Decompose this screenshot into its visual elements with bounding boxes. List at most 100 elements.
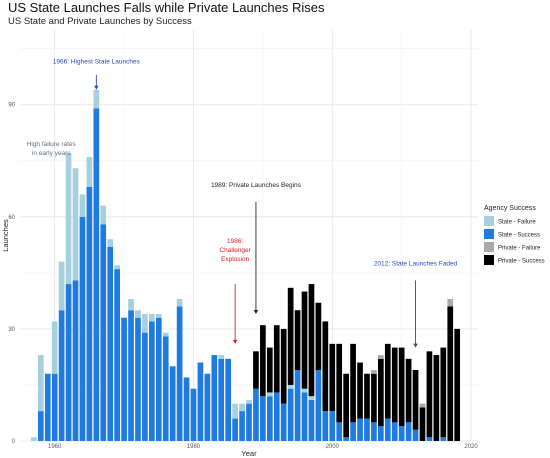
bar-2003-state-success (350, 422, 356, 441)
bar-1998-private-success (315, 302, 322, 371)
bar-2006-state-success (371, 422, 377, 441)
annotation-arrow-head (253, 309, 259, 314)
bar-1973-state-failure (142, 313, 148, 333)
bar-2000-state-success (329, 411, 336, 441)
bar-2013-private-failure (419, 403, 426, 408)
x-tick-label: 1960 (48, 444, 62, 450)
bar-2007-state-success (378, 426, 384, 441)
bar-1989-state-success (253, 388, 259, 441)
legend-label: State - Success (498, 233, 540, 239)
bar-1958-state-failure (37, 355, 44, 412)
bar-1975-state-success (155, 317, 162, 441)
bar-1986-state-failure (232, 403, 238, 419)
bar-2010-private-success (398, 347, 405, 427)
bar-1985-state-success (225, 358, 232, 441)
bar-2006-private-success (371, 373, 377, 423)
bar-2011-state-success (405, 422, 412, 441)
bar-1967-state-failure (100, 205, 107, 225)
bar-2005-state-success (364, 418, 370, 441)
bar-1994-state-success (287, 388, 294, 441)
bar-1997-state-success (308, 399, 315, 441)
bar-1983-state-success (211, 355, 218, 441)
bar-1996-state-success (301, 392, 308, 441)
bar-1984-state-failure (218, 355, 225, 359)
bar-2017-private-success (447, 306, 454, 441)
bar-2012-state-success (412, 429, 419, 441)
bar-2010-state-success (398, 426, 405, 441)
chart-subtitle: US State and Private Launches by Success (8, 16, 192, 27)
bar-1961-state-failure (58, 261, 65, 311)
y-tick-label: 90 (8, 103, 15, 109)
bar-1966-state-success (93, 108, 100, 442)
bar-1960-state-success (51, 373, 58, 441)
bar-2004-state-success (357, 418, 363, 441)
bar-1973-state-success (142, 332, 148, 441)
bar-2015-private-success (433, 355, 440, 441)
bar-2013-private-success (419, 407, 426, 441)
annotation-text: 2012: State Launches Faded (374, 260, 458, 267)
bar-1997-state-failure (308, 396, 315, 400)
legend-label: State - Failure (498, 220, 536, 226)
bar-1967-state-success (100, 224, 107, 441)
bar-1993-private-success (280, 328, 287, 404)
x-tick-label: 1980 (187, 444, 201, 450)
bar-1958-state-success (37, 411, 44, 441)
bar-1998-state-success (315, 370, 322, 441)
bar-1965-state-success (86, 186, 93, 441)
bar-1999-private-success (322, 321, 329, 412)
legend: Agency Success State - Failure State - Suc… (484, 205, 545, 265)
bar-1969-state-failure (114, 265, 120, 270)
bar-1960-state-failure (51, 321, 58, 374)
bar-1987-state-success (239, 411, 245, 441)
bar-1961-state-success (58, 310, 65, 441)
bar-2001-private-success (336, 343, 343, 423)
bar-1986-state-success (232, 418, 238, 441)
bar-1989-private-success (253, 351, 259, 389)
bar-1996-private-success (301, 291, 308, 389)
bar-2017-private-failure (447, 299, 454, 307)
legend-label: Private - Success (498, 259, 545, 265)
bar-2014-private-success (426, 351, 433, 438)
bar-1981-state-success (197, 362, 204, 441)
annotation-text: 1966: Highest State Launches (53, 59, 141, 66)
bar-1984-state-success (218, 358, 225, 441)
bar-1979-state-success (183, 377, 190, 441)
bar-1993-state-success (280, 403, 287, 441)
bar-1978-state-failure (176, 299, 183, 307)
bar-1962-state-success (65, 284, 72, 441)
bar-1994-state-failure (287, 384, 294, 389)
bar-1975-state-failure (155, 313, 162, 318)
bar-2001-state-success (336, 422, 343, 441)
bar-2002-private-success (343, 373, 349, 438)
bar-1991-state-failure (266, 392, 273, 397)
bar-2005-private-success (364, 373, 370, 419)
y-tick-label: 0 (12, 439, 16, 445)
legend-swatch (484, 216, 494, 226)
y-axis-label: Launches (1, 219, 10, 252)
bar-1982-state-success (204, 373, 211, 441)
bar-1964-state-success (79, 216, 86, 441)
bar-1964-state-failure (79, 194, 86, 217)
bar-2016-private-success (440, 347, 447, 438)
bar-1992-state-success (273, 392, 280, 441)
bar-1971-state-failure (128, 299, 134, 311)
bar-1957-state-failure (31, 437, 37, 441)
bar-1977-state-success (169, 366, 176, 441)
bar-2009-private-success (391, 347, 398, 423)
chart-title: US State Launches Falls while Private La… (8, 0, 325, 15)
axes: 1960 1980 2000 2020 0 30 60 90 Year Launches (1, 103, 478, 458)
bar-1980-state-success (190, 388, 197, 441)
bar-2009-state-success (391, 422, 398, 441)
legend-swatch (484, 229, 494, 239)
annotation-arrow-head (94, 85, 99, 90)
bar-1962-state-failure (65, 153, 72, 285)
legend-title: Agency Success (484, 205, 536, 212)
bar-1990-state-success (260, 396, 266, 441)
bar-1997-private-success (308, 284, 315, 397)
x-axis-label: Year (241, 449, 257, 458)
bar-1965-state-failure (86, 157, 93, 187)
bar-1966-state-failure (93, 89, 100, 109)
annotation-arrow-head (413, 343, 418, 348)
bar-1963-state-failure (72, 168, 79, 281)
